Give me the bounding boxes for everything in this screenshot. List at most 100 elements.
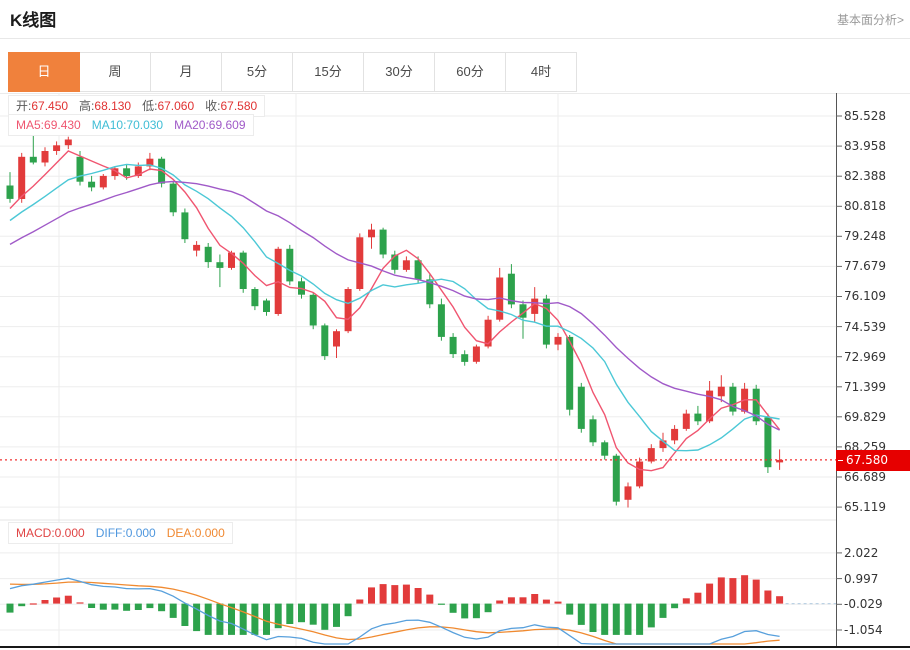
axis-tick-label: 83.958 — [844, 139, 886, 154]
candle-body — [426, 279, 434, 305]
macd-hist-bar — [461, 603, 469, 619]
tab-4时[interactable]: 4时 — [505, 52, 577, 92]
macd-hist-bar — [111, 603, 119, 610]
macd-hist-bar — [682, 598, 690, 604]
macd-hist-bar — [88, 603, 96, 608]
tab-15分[interactable]: 15分 — [292, 52, 364, 92]
macd-hist-bar — [321, 603, 329, 630]
fundamental-analysis-link[interactable]: 基本面分析> — [836, 13, 904, 27]
candle-body — [41, 151, 49, 163]
candle-body — [449, 336, 457, 355]
tab-日[interactable]: 日 — [8, 52, 80, 92]
macd-hist-bar — [216, 603, 224, 635]
macd-hist-bar — [472, 603, 480, 619]
candle-body — [286, 248, 294, 282]
macd-hist-bar — [158, 603, 166, 612]
candle-body — [239, 252, 247, 289]
candle-body — [729, 386, 737, 412]
readout-item: MA5:69.430 — [16, 118, 81, 132]
candle-body — [519, 304, 527, 318]
readout-item: 开:67.450 — [16, 99, 69, 113]
candle-body — [193, 244, 201, 251]
candle-body — [169, 183, 177, 213]
candle-body — [53, 145, 61, 151]
macd-hist-bar — [647, 603, 655, 628]
readout-item: 低:67.060 — [142, 99, 195, 113]
axis-tick-label: 72.969 — [844, 349, 886, 364]
macd-hist-bar — [636, 603, 644, 635]
candle-body — [682, 413, 690, 429]
candle-body — [461, 354, 469, 362]
axis-tick-label: 69.829 — [844, 409, 886, 424]
macd-hist-bar — [6, 603, 14, 613]
macd-hist-bar — [531, 594, 539, 604]
macd-hist-bar — [449, 603, 457, 613]
macd-hist-bar — [426, 594, 434, 604]
candle-body — [542, 298, 550, 345]
candle-body — [671, 428, 679, 441]
tab-月[interactable]: 月 — [150, 52, 222, 92]
candle-body — [624, 486, 632, 500]
axis-tick-label: 79.248 — [844, 229, 886, 244]
candle-body — [368, 229, 375, 238]
current-price-badge: 67.580 — [836, 450, 910, 471]
axis-tick-label: 66.689 — [844, 470, 886, 484]
candle-body — [706, 390, 714, 422]
macd-hist-bar — [671, 603, 679, 609]
candle-body — [647, 448, 655, 462]
macd-hist-bar — [706, 583, 714, 604]
macd-hist-bar — [134, 603, 142, 610]
axis-tick-label: 77.679 — [844, 259, 886, 274]
period-tab-bar: 日周月 5分 15分 30分 60分 4时 — [8, 52, 577, 92]
candle-body — [99, 175, 107, 188]
candle-body — [554, 336, 562, 345]
candle-body — [776, 459, 784, 463]
candle-body — [6, 185, 14, 199]
ma-readout: MA5:69.430 MA10:70.030 MA20:69.609 — [8, 114, 254, 136]
axis-tick-label: 2.022 — [844, 545, 879, 560]
axis-tick-label: 82.388 — [844, 169, 886, 184]
readout-item: 高:68.130 — [79, 99, 132, 113]
candle-body — [181, 212, 189, 240]
candle-body — [204, 246, 212, 263]
candle-body — [577, 386, 585, 429]
macd-hist-bar — [612, 603, 620, 635]
axis-tick-label: 74.539 — [844, 319, 886, 334]
macd-hist-bar — [694, 592, 702, 604]
candle-body — [472, 346, 480, 362]
macd-hist-bar — [752, 579, 760, 604]
macd-hist-bar — [99, 603, 107, 610]
candle-body — [402, 260, 410, 270]
macd-hist-bar — [554, 601, 562, 604]
current-price-value: 67.580 — [846, 453, 888, 467]
macd-hist-bar — [601, 603, 609, 635]
macd-hist-bar — [659, 603, 667, 618]
readout-item: 收:67.580 — [205, 99, 258, 113]
axis-tick-label: 65.119 — [844, 500, 886, 515]
candle-body — [251, 289, 259, 307]
candle-body — [333, 331, 340, 347]
macd-hist-bar — [764, 590, 772, 604]
axis-tick-label: -0.029 — [844, 597, 883, 612]
tab-30分[interactable]: 30分 — [363, 52, 435, 92]
candle-body — [484, 319, 492, 347]
macd-hist-bar — [41, 600, 49, 604]
tab-5分[interactable]: 5分 — [221, 52, 293, 92]
axis-tick-label: 71.399 — [844, 379, 886, 394]
axis-tick-label: 0.997 — [844, 571, 879, 586]
tab-60分[interactable]: 60分 — [434, 52, 506, 92]
macd-hist-bar — [193, 603, 201, 632]
macd-hist-bar — [76, 602, 84, 604]
macd-hist-bar — [624, 603, 632, 635]
readout-item: MACD:0.000 — [16, 526, 85, 540]
chart-top-border — [0, 93, 910, 94]
axis-tick-label: -1.054 — [844, 623, 883, 637]
macd-hist-bar — [507, 597, 515, 604]
candle-body — [566, 336, 574, 410]
macd-hist-bar — [729, 578, 737, 604]
macd-hist-bar — [18, 603, 26, 607]
macd-hist-bar — [239, 603, 247, 635]
ma5-line — [9, 150, 781, 472]
